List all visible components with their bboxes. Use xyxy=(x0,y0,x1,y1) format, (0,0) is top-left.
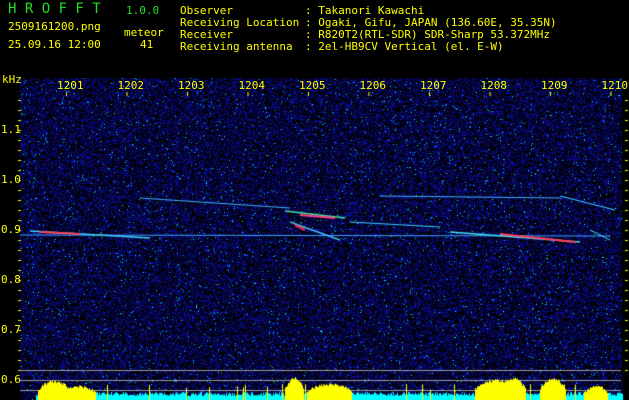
x-tick-label: 1201 xyxy=(57,79,84,92)
receiver-label: Receiver xyxy=(180,28,233,41)
x-tick-label: 1209 xyxy=(541,79,568,92)
date-time: 25.09.16 12:00 xyxy=(8,38,101,51)
observer-label: Observer xyxy=(180,4,233,17)
receiver-value: : R820T2(RTL-SDR) SDR-Sharp 53.372MHz xyxy=(305,28,551,41)
y-tick-label: 1.0 xyxy=(1,173,21,186)
x-tick-label: 1202 xyxy=(117,79,145,92)
file-name: 2509161200.png xyxy=(8,20,101,33)
x-tick-label: 1203 xyxy=(178,79,205,92)
y-axis-unit: kHz xyxy=(2,73,22,86)
x-tick-label: 1210 xyxy=(601,79,629,92)
location-label: Receiving Location xyxy=(180,16,300,29)
y-tick-label: 0.8 xyxy=(1,273,21,286)
y-tick-label: 0.6 xyxy=(1,373,21,386)
antenna-value: : 2el-HB9CV Vertical (el. E-W) xyxy=(305,40,504,53)
x-tick-label: 1207 xyxy=(420,79,447,92)
y-tick-label: 1.1 xyxy=(1,123,21,136)
observer-value: : Takanori Kawachi xyxy=(305,4,425,17)
x-tick-label: 1208 xyxy=(480,79,508,92)
app-title: H R O F F T xyxy=(8,1,101,17)
meteor-count: 41 xyxy=(140,38,154,51)
x-tick-label: 1204 xyxy=(238,79,266,92)
y-tick-label: 0.7 xyxy=(1,323,21,336)
location-value: : Ogaki, Gifu, JAPAN (136.60E, 35.35N) xyxy=(305,16,557,29)
x-tick-label: 1206 xyxy=(359,79,387,92)
antenna-label: Receiving antenna xyxy=(180,40,293,53)
x-tick-label: 1205 xyxy=(299,79,326,92)
app-version: 1.0.0 xyxy=(126,4,160,17)
meteor-label: meteor xyxy=(124,26,164,39)
y-tick-label: 0.9 xyxy=(1,223,21,236)
spectrogram-canvas xyxy=(16,78,629,400)
